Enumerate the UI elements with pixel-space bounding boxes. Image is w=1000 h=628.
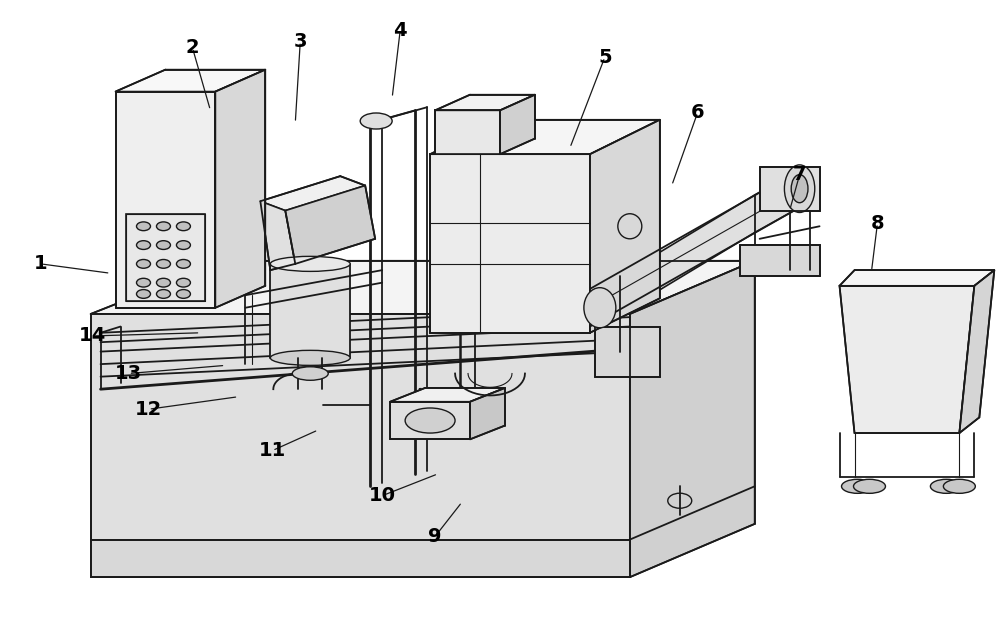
- Polygon shape: [91, 261, 755, 314]
- Ellipse shape: [405, 408, 455, 433]
- Polygon shape: [126, 214, 205, 301]
- Ellipse shape: [137, 241, 150, 249]
- Ellipse shape: [137, 222, 150, 230]
- Text: 8: 8: [871, 214, 884, 232]
- Polygon shape: [390, 388, 505, 402]
- Text: 13: 13: [115, 364, 142, 383]
- Ellipse shape: [292, 367, 328, 381]
- Polygon shape: [260, 176, 365, 210]
- Polygon shape: [430, 154, 590, 333]
- Ellipse shape: [930, 479, 962, 494]
- Ellipse shape: [618, 214, 642, 239]
- Text: 5: 5: [598, 48, 612, 67]
- Polygon shape: [630, 261, 755, 577]
- Ellipse shape: [668, 493, 692, 508]
- Polygon shape: [390, 402, 470, 440]
- Polygon shape: [590, 120, 660, 333]
- Ellipse shape: [584, 288, 616, 328]
- Text: 9: 9: [428, 527, 442, 546]
- Ellipse shape: [943, 479, 975, 494]
- Polygon shape: [435, 95, 535, 111]
- Ellipse shape: [779, 169, 811, 208]
- Polygon shape: [116, 70, 265, 92]
- Ellipse shape: [270, 256, 350, 271]
- Polygon shape: [500, 95, 535, 154]
- Ellipse shape: [156, 290, 170, 298]
- Ellipse shape: [137, 259, 150, 268]
- Text: 11: 11: [259, 441, 286, 460]
- Polygon shape: [740, 245, 820, 276]
- Polygon shape: [760, 167, 820, 210]
- Polygon shape: [270, 264, 350, 358]
- Ellipse shape: [791, 175, 808, 203]
- Polygon shape: [840, 270, 994, 286]
- Text: 6: 6: [691, 103, 705, 122]
- Ellipse shape: [176, 290, 190, 298]
- Polygon shape: [590, 170, 800, 327]
- Ellipse shape: [156, 222, 170, 230]
- Text: 10: 10: [369, 486, 396, 505]
- Ellipse shape: [360, 113, 392, 129]
- Text: 12: 12: [135, 400, 162, 419]
- Ellipse shape: [270, 350, 350, 365]
- Polygon shape: [215, 70, 265, 308]
- Text: 1: 1: [34, 254, 47, 273]
- Ellipse shape: [784, 165, 815, 212]
- Text: 3: 3: [294, 32, 307, 51]
- Ellipse shape: [176, 241, 190, 249]
- Polygon shape: [116, 92, 215, 308]
- Ellipse shape: [137, 290, 150, 298]
- Ellipse shape: [156, 241, 170, 249]
- Text: 2: 2: [186, 38, 199, 57]
- Polygon shape: [840, 286, 974, 433]
- Text: 7: 7: [793, 165, 806, 185]
- Polygon shape: [91, 314, 630, 577]
- Polygon shape: [260, 201, 295, 270]
- Polygon shape: [595, 327, 660, 377]
- Ellipse shape: [176, 278, 190, 287]
- Ellipse shape: [176, 222, 190, 230]
- Polygon shape: [959, 270, 994, 433]
- Polygon shape: [435, 111, 500, 154]
- Ellipse shape: [156, 278, 170, 287]
- Ellipse shape: [854, 479, 885, 494]
- Text: 14: 14: [79, 327, 106, 345]
- Polygon shape: [470, 388, 505, 440]
- Ellipse shape: [137, 278, 150, 287]
- Text: 4: 4: [393, 21, 407, 40]
- Polygon shape: [430, 120, 660, 154]
- Polygon shape: [91, 539, 630, 577]
- Ellipse shape: [176, 259, 190, 268]
- Ellipse shape: [156, 259, 170, 268]
- Polygon shape: [285, 185, 375, 264]
- Ellipse shape: [842, 479, 873, 494]
